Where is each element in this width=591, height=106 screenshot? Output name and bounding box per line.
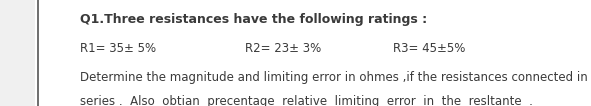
Text: R3= 45±5%: R3= 45±5% <box>393 42 465 55</box>
FancyBboxPatch shape <box>35 0 591 106</box>
Text: R1= 35± 5%: R1= 35± 5% <box>80 42 156 55</box>
Text: series .  Also  obtian  precentage  relative  limiting  error  in  the  resltant: series . Also obtian precentage relative… <box>80 95 532 106</box>
Text: Q1.Three resistances have the following ratings :: Q1.Three resistances have the following … <box>80 13 427 26</box>
Text: R2= 23± 3%: R2= 23± 3% <box>245 42 322 55</box>
Text: Determine the magnitude and limiting error in ohmes ,if the resistances connecte: Determine the magnitude and limiting err… <box>80 71 587 84</box>
